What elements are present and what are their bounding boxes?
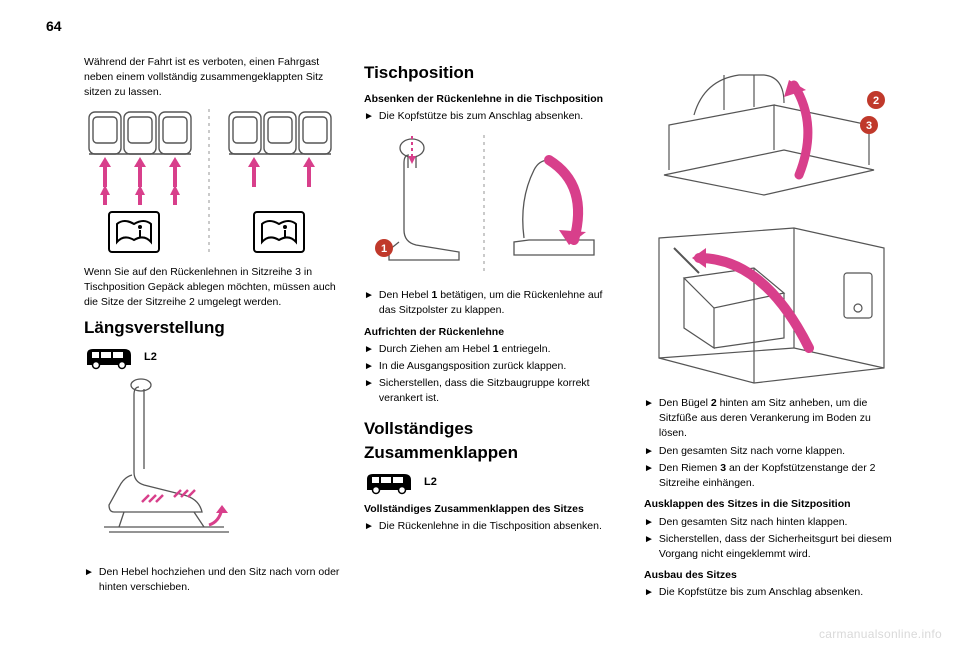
bullet-arrow-icon: ► [364,376,374,391]
heading-longitudinal: Längsverstellung [84,316,340,341]
van-label-text: L2 [424,475,437,491]
watermark: carmanualsonline.info [819,627,942,641]
bullet-text: Den Riemen 3 an der Kopfstützenstange de… [659,461,900,491]
bullet-item: ► Die Kopfstütze bis zum Anschlag absenk… [644,585,900,600]
van-badge: L2 [364,470,620,496]
svg-text:3: 3 [866,120,872,132]
seat-lift-illustration: 2 3 [644,55,894,210]
seats-arrows-illustration [84,107,334,257]
page-number: 64 [46,18,62,34]
seat-fold-forward-illustration [644,218,894,388]
subheading: Absenken der Rückenlehne in die Tischpos… [364,92,620,107]
heading-table-position: Tischposition [364,61,620,86]
bullet-arrow-icon: ► [644,515,654,530]
bullet-item: ► Den Bügel 2 hinten am Sitz anheben, um… [644,396,900,442]
bullet-item: ► Sicherstellen, dass der Sicherheitsgur… [644,532,900,562]
svg-text:1: 1 [381,243,387,255]
bullet-item: ► Den gesamten Sitz nach vorne klappen. [644,444,900,459]
bullet-arrow-icon: ► [644,461,654,476]
bullet-arrow-icon: ► [364,519,374,534]
subheading: Aufrichten der Rückenlehne [364,325,620,340]
bullet-text: Den Hebel 1 betätigen, um die Rückenlehn… [379,288,620,318]
bullet-text: Den Hebel hochziehen und den Sitz nach v… [99,565,340,595]
bullet-item: ► Den Riemen 3 an der Kopfstützenstange … [644,461,900,491]
van-badge: L2 [84,345,340,371]
bullet-text: Den Bügel 2 hinten am Sitz anheben, um d… [659,396,900,442]
bullet-text: Die Rückenlehne in die Tischposition abs… [379,519,620,534]
bullet-text: Sicherstellen, dass die Sitzbaugruppe ko… [379,376,620,406]
bullet-text: Die Kopfstütze bis zum Anschlag absenken… [379,109,620,124]
bullet-item: ► Durch Ziehen am Hebel 1 entriegeln. [364,342,620,357]
bullet-text: In die Ausgangsposition zurück klappen. [379,359,620,374]
bullet-item: ► Den Hebel hochziehen und den Sitz nach… [84,565,340,595]
headrest-fold-illustration: 1 [364,130,614,280]
van-label-text: L2 [144,350,157,366]
bullet-arrow-icon: ► [644,532,654,547]
seat-fold-forward-diagram [644,218,900,388]
bullet-arrow-icon: ► [644,444,654,459]
bullet-arrow-icon: ► [364,109,374,124]
column-2: Tischposition Absenken der Rückenlehne i… [364,55,620,603]
bullet-item: ► In die Ausgangsposition zurück klappen… [364,359,620,374]
van-icon [84,345,134,371]
column-1: Während der Fahrt ist es verboten, einen… [84,55,340,603]
subheading: Ausbau des Sitzes [644,568,900,583]
paragraph: Während der Fahrt ist es verboten, einen… [84,55,340,101]
seat-slide-illustration [84,377,254,557]
bullet-text: Den gesamten Sitz nach hinten klappen. [659,515,900,530]
bullet-arrow-icon: ► [364,342,374,357]
column-3: 2 3 [644,55,900,603]
seat-slide-diagram [84,377,340,557]
bullet-text: Den gesamten Sitz nach vorne klappen. [659,444,900,459]
bullet-item: ► Den Hebel 1 betätigen, um die Rückenle… [364,288,620,318]
bullet-arrow-icon: ► [84,565,94,580]
bullet-item: ► Den gesamten Sitz nach hinten klappen. [644,515,900,530]
van-icon [364,470,414,496]
bullet-item: ► Sicherstellen, dass die Sitzbaugruppe … [364,376,620,406]
svg-text:2: 2 [873,95,879,107]
content-columns: Während der Fahrt ist es verboten, einen… [84,55,900,603]
bullet-item: ► Die Rückenlehne in die Tischposition a… [364,519,620,534]
paragraph: Wenn Sie auf den Rückenlehnen in Sitzrei… [84,265,340,311]
bullet-text: Die Kopfstütze bis zum Anschlag absenken… [659,585,900,600]
bullet-arrow-icon: ► [644,396,654,411]
bullet-arrow-icon: ► [364,288,374,303]
bullet-item: ► Die Kopfstütze bis zum Anschlag absenk… [364,109,620,124]
bullet-text: Sicherstellen, dass der Sicherheitsgurt … [659,532,900,562]
subheading: Vollständiges Zusammenklappen des Sitzes [364,502,620,517]
seat-diagram [84,107,340,257]
headrest-fold-diagram: 1 [364,130,620,280]
bullet-arrow-icon: ► [364,359,374,374]
bullet-arrow-icon: ► [644,585,654,600]
seat-lift-diagram: 2 3 [644,55,900,210]
subheading: Ausklappen des Sitzes in die Sitzpositio… [644,497,900,512]
heading-full-fold: Vollständiges Zusammenklappen [364,417,620,466]
bullet-text: Durch Ziehen am Hebel 1 entriegeln. [379,342,620,357]
